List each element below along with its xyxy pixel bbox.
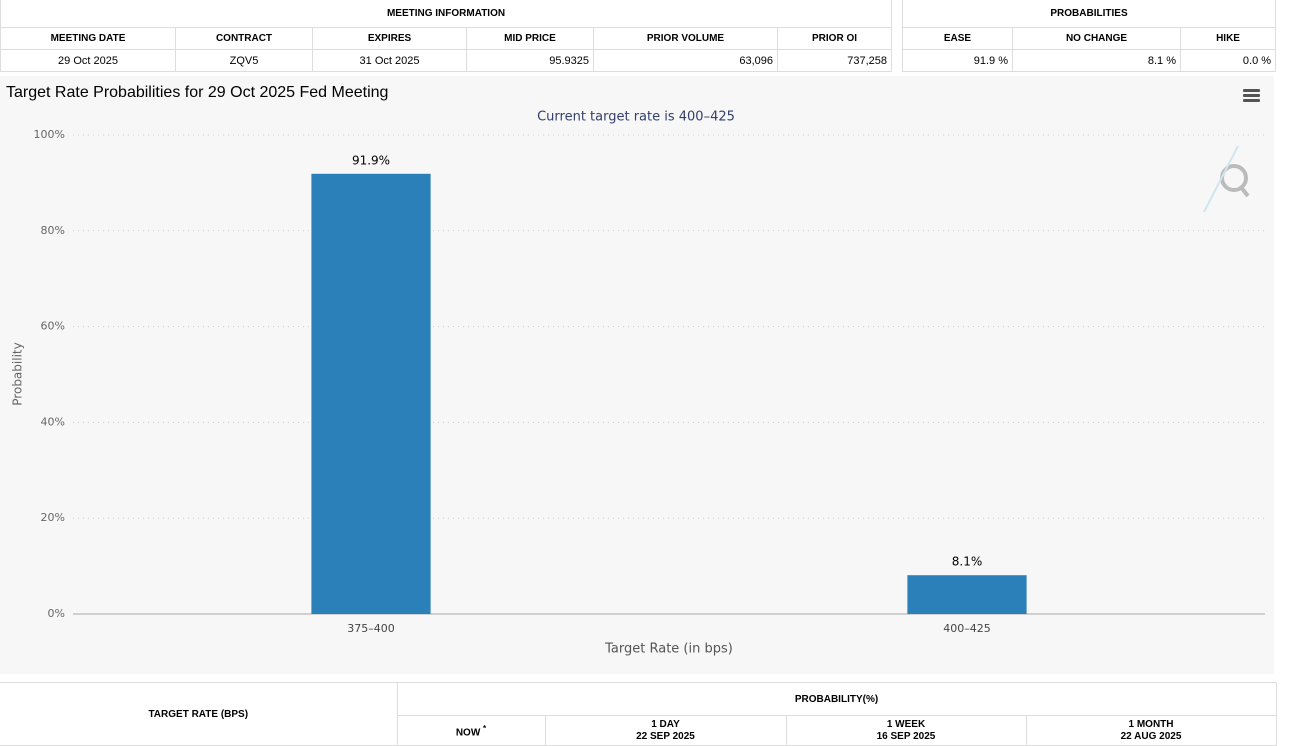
column-header: 1 DAY [651,719,680,730]
bar [311,173,431,614]
column-header: EASE [902,27,1013,50]
y-tick-label: 20% [41,511,65,524]
cell: 737,258 [776,49,893,72]
column-header: MID PRICE [466,27,594,50]
meeting-info-table: MEETING INFORMATION MEETING DATE CONTRAC… [0,0,893,72]
column-header: EXPIRES [312,27,467,50]
probabilities-table: PROBABILITIES EASE NO CHANGE HIKE 91.9 %… [901,0,1277,72]
y-axis-label: Probability [11,342,25,405]
cell: 91.9 % [902,49,1013,72]
data-label: 8.1% [952,555,983,569]
table-title: PROBABILITY(%) [396,682,1277,716]
column-header: 1 MONTH [1128,719,1174,730]
column-header: PRIOR OI [776,27,893,50]
x-tick-label: 375–400 [347,622,395,635]
y-tick-label: 80% [41,224,65,237]
x-tick-label: 400–425 [943,622,991,635]
table-title: MEETING INFORMATION [0,0,893,28]
data-label: 91.9% [352,153,390,167]
menu-icon[interactable] [1243,89,1260,102]
bar [907,575,1027,614]
row-header: TARGET RATE (BPS) [0,682,398,746]
cell: 31 Oct 2025 [312,49,467,72]
note: * [483,724,487,733]
column-header: NOW [455,727,481,739]
cell: 29 Oct 2025 [0,49,176,72]
chart: Target Rate Probabilities for 29 Oct 202… [0,76,1274,674]
table-title: PROBABILITIES [901,0,1277,28]
chart-subtitle: Current target rate is 400–425 [537,110,735,125]
column-header: PRIOR VOLUME [593,27,778,50]
chart-title: Target Rate Probabilities for 29 Oct 202… [6,84,388,101]
column-header: NO CHANGE [1012,27,1181,50]
column-header: MEETING DATE [0,27,176,50]
probability-table: TARGET RATE (BPS) PROBABILITY(%) NOW * 1… [0,682,1277,746]
y-tick-label: 40% [41,415,65,428]
column-date: 16 SEP 2025 [876,731,936,742]
column-header: CONTRACT [175,27,313,50]
column-header: 1 WEEK [886,719,926,730]
y-tick-label: 60% [41,320,65,333]
cell: 95.9325 [466,49,594,72]
column-header: HIKE [1179,27,1277,50]
cell: ZQV5 [175,49,313,72]
x-axis-label: Target Rate (in bps) [604,642,733,657]
cell: 8.1 % [1012,49,1181,72]
y-tick-label: 0% [48,607,65,620]
column-date: 22 SEP 2025 [636,731,695,742]
cell: 63,096 [593,49,778,72]
cell: 0.0 % [1179,49,1277,72]
column-date: 22 AUG 2025 [1120,731,1182,742]
y-tick-label: 100% [34,128,65,141]
watermark-logo [1203,145,1250,213]
